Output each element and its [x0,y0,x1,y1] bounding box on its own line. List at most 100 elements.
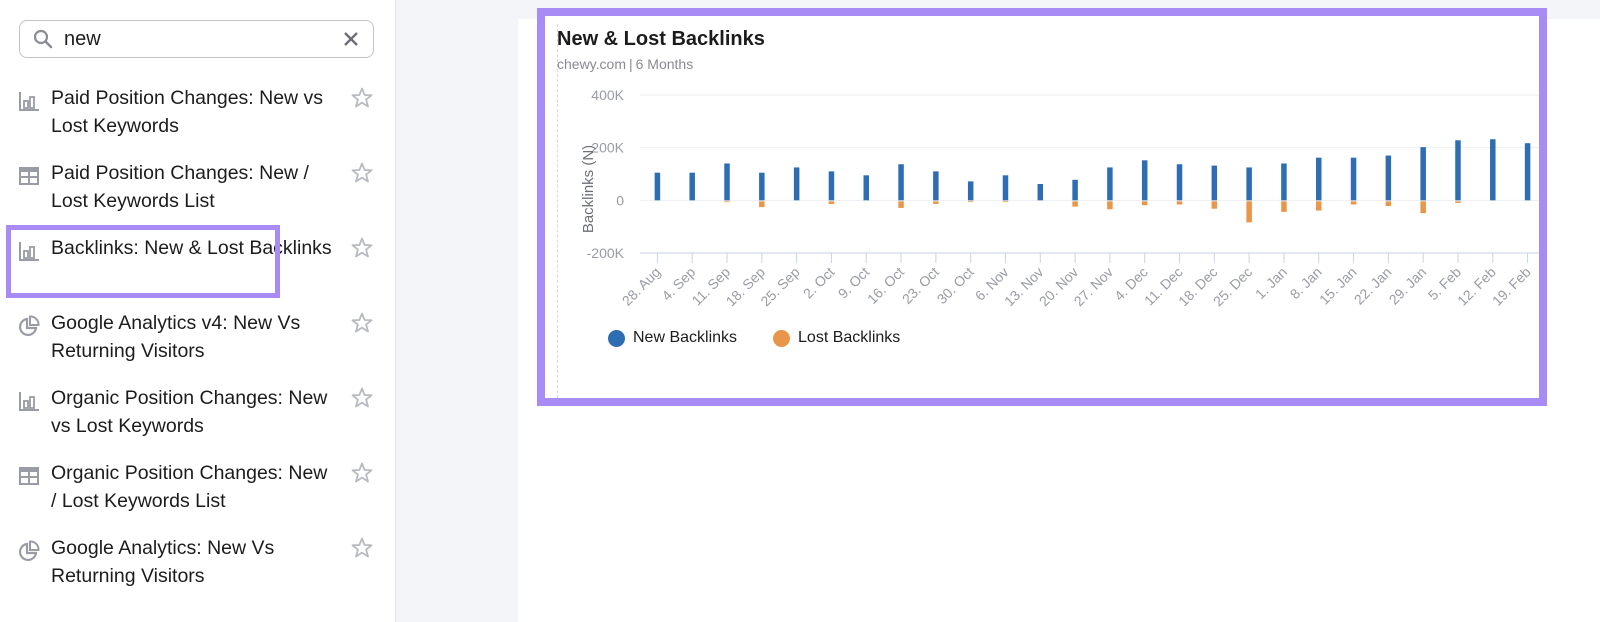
x-tick-label: 1. Jan [1252,264,1290,302]
search-input[interactable] [64,27,324,51]
legend-item[interactable]: Lost Backlinks [773,329,900,347]
chart-widget: New & Lost Backlinks chewy.com | 6 Months … [537,8,1547,406]
widget-list-item-label: Organic Position Changes: New vs Lost Ke… [51,387,328,437]
lost-backlinks-bar [1176,201,1183,205]
new-backlinks-bar [724,163,730,201]
divider [557,24,558,398]
lost-backlinks-bar [828,201,835,204]
lost-backlinks-bar [1316,201,1322,211]
lost-backlinks-bar [1211,201,1218,209]
new-backlinks-bar [1037,184,1044,201]
widget-list-item-label: Google Analytics v4: New Vs Returning Vi… [51,312,301,362]
lost-backlinks-bar [1107,201,1113,210]
new-backlinks-bar [1350,157,1357,201]
new-backlinks-bar [1490,139,1496,201]
x-tick-label: 23. Oct [899,264,942,307]
new-backlinks-bar [1246,167,1252,201]
new-backlinks-bar [793,167,800,201]
bar-chart-icon [18,240,40,262]
x-tick-label: 16. Oct [864,264,907,307]
lost-backlinks-bar [1420,201,1426,214]
widget-list-item-label: Paid Position Changes: New vs Lost Keywo… [51,87,324,137]
new-backlinks-bar [654,172,661,201]
new-backlinks-bar [1002,175,1009,201]
widget-list-item[interactable]: Organic Position Changes: New vs Lost Ke… [0,384,396,459]
new-backlinks-bar [1211,165,1218,201]
star-icon[interactable] [350,386,374,410]
lost-backlinks-bar [1281,201,1287,212]
widget-list-item[interactable]: Paid Position Changes: New vs Lost Keywo… [0,84,396,159]
new-backlinks-bar [967,181,974,201]
y-tick-label: -200K [587,245,625,261]
lost-backlinks-bar [759,201,765,208]
widget-list-item-label: Paid Position Changes: New / Lost Keywor… [51,162,309,212]
new-backlinks-bar [1316,157,1322,201]
y-tick-label: 0 [616,192,624,208]
search-icon [32,28,54,50]
new-backlinks-bar [933,171,939,201]
star-icon[interactable] [350,311,374,335]
legend-label: New Backlinks [633,329,738,346]
legend-label: Lost Backlinks [798,329,901,346]
legend-dot-icon [608,329,625,347]
new-backlinks-bar [1524,143,1531,201]
new-backlinks-bar [1385,155,1392,201]
new-backlinks-bar [863,175,869,201]
new-backlinks-bar [1420,147,1426,201]
widget-title: New & Lost Backlinks [557,28,765,50]
widget-list-item[interactable]: Google Analytics: New Vs Returning Visit… [0,534,396,609]
x-tick-label: 28. Aug [619,264,664,309]
star-icon[interactable] [350,236,374,260]
x-tick-label: 15. Jan [1316,264,1360,308]
x-tick-label: 27. Nov [1071,264,1116,309]
bar-chart-icon [18,390,40,412]
widget-list-item-label: Google Analytics: New Vs Returning Visit… [51,537,275,587]
x-tick-label: 25. Sep [757,264,803,310]
lost-backlinks-bar [1385,201,1392,207]
y-tick-label: 400K [591,87,624,103]
x-tick-label: 2. Oct [800,264,838,302]
new-backlinks-bar [1281,163,1287,201]
widget-subtitle: chewy.com | 6 Months [557,56,694,72]
star-icon[interactable] [350,461,374,485]
chart-legend: New Backlinks Lost Backlinks [608,329,900,347]
legend-item[interactable]: New Backlinks [608,329,737,347]
search-box[interactable] [19,20,374,58]
star-icon[interactable] [350,161,374,185]
lost-backlinks-bar [1455,201,1461,203]
x-tick-label: 30. Oct [934,264,977,307]
new-backlinks-bar [689,172,695,201]
lost-backlinks-bar [967,201,974,203]
widget-list-item[interactable]: Organic Position Changes: New / Lost Key… [0,459,396,534]
lost-backlinks-bar [724,201,730,203]
star-icon[interactable] [350,86,374,110]
widget-list-item-label: Organic Position Changes: New / Lost Key… [51,462,328,512]
table-icon [18,465,40,487]
widget-list-item-label: Backlinks: New & Lost Backlinks [51,237,332,259]
sidebar: Paid Position Changes: New vs Lost Keywo… [0,0,396,622]
widget-list-item[interactable]: Backlinks: New & Lost Backlinks [0,225,396,309]
new-backlinks-bar [828,171,835,201]
x-tick-label: 19. Feb [1489,264,1534,309]
widget-list-item[interactable]: Paid Position Changes: New / Lost Keywor… [0,159,396,234]
lost-backlinks-bar [1246,201,1252,223]
lost-backlinks-bar [898,201,904,208]
pie-chart-icon [18,540,40,562]
x-tick-label: 22. Jan [1351,264,1395,308]
y-axis-title: Backlinks (N) [580,145,597,233]
widget-list-item[interactable]: Google Analytics v4: New Vs Returning Vi… [0,309,396,384]
star-icon[interactable] [350,536,374,560]
pie-chart-icon [18,315,40,337]
lost-backlinks-bar [1002,201,1009,203]
x-tick-label: 29. Jan [1385,264,1429,308]
new-backlinks-bar [1072,179,1078,201]
lost-backlinks-bar [1350,201,1357,205]
new-backlinks-bar [898,164,904,201]
new-backlinks-bar [1141,160,1148,201]
new-backlinks-bar [1107,167,1113,201]
y-tick-label: 200K [591,140,624,156]
bar-chart-icon [18,90,40,112]
clear-search-icon[interactable] [341,29,361,49]
lost-backlinks-bar [1072,201,1078,207]
